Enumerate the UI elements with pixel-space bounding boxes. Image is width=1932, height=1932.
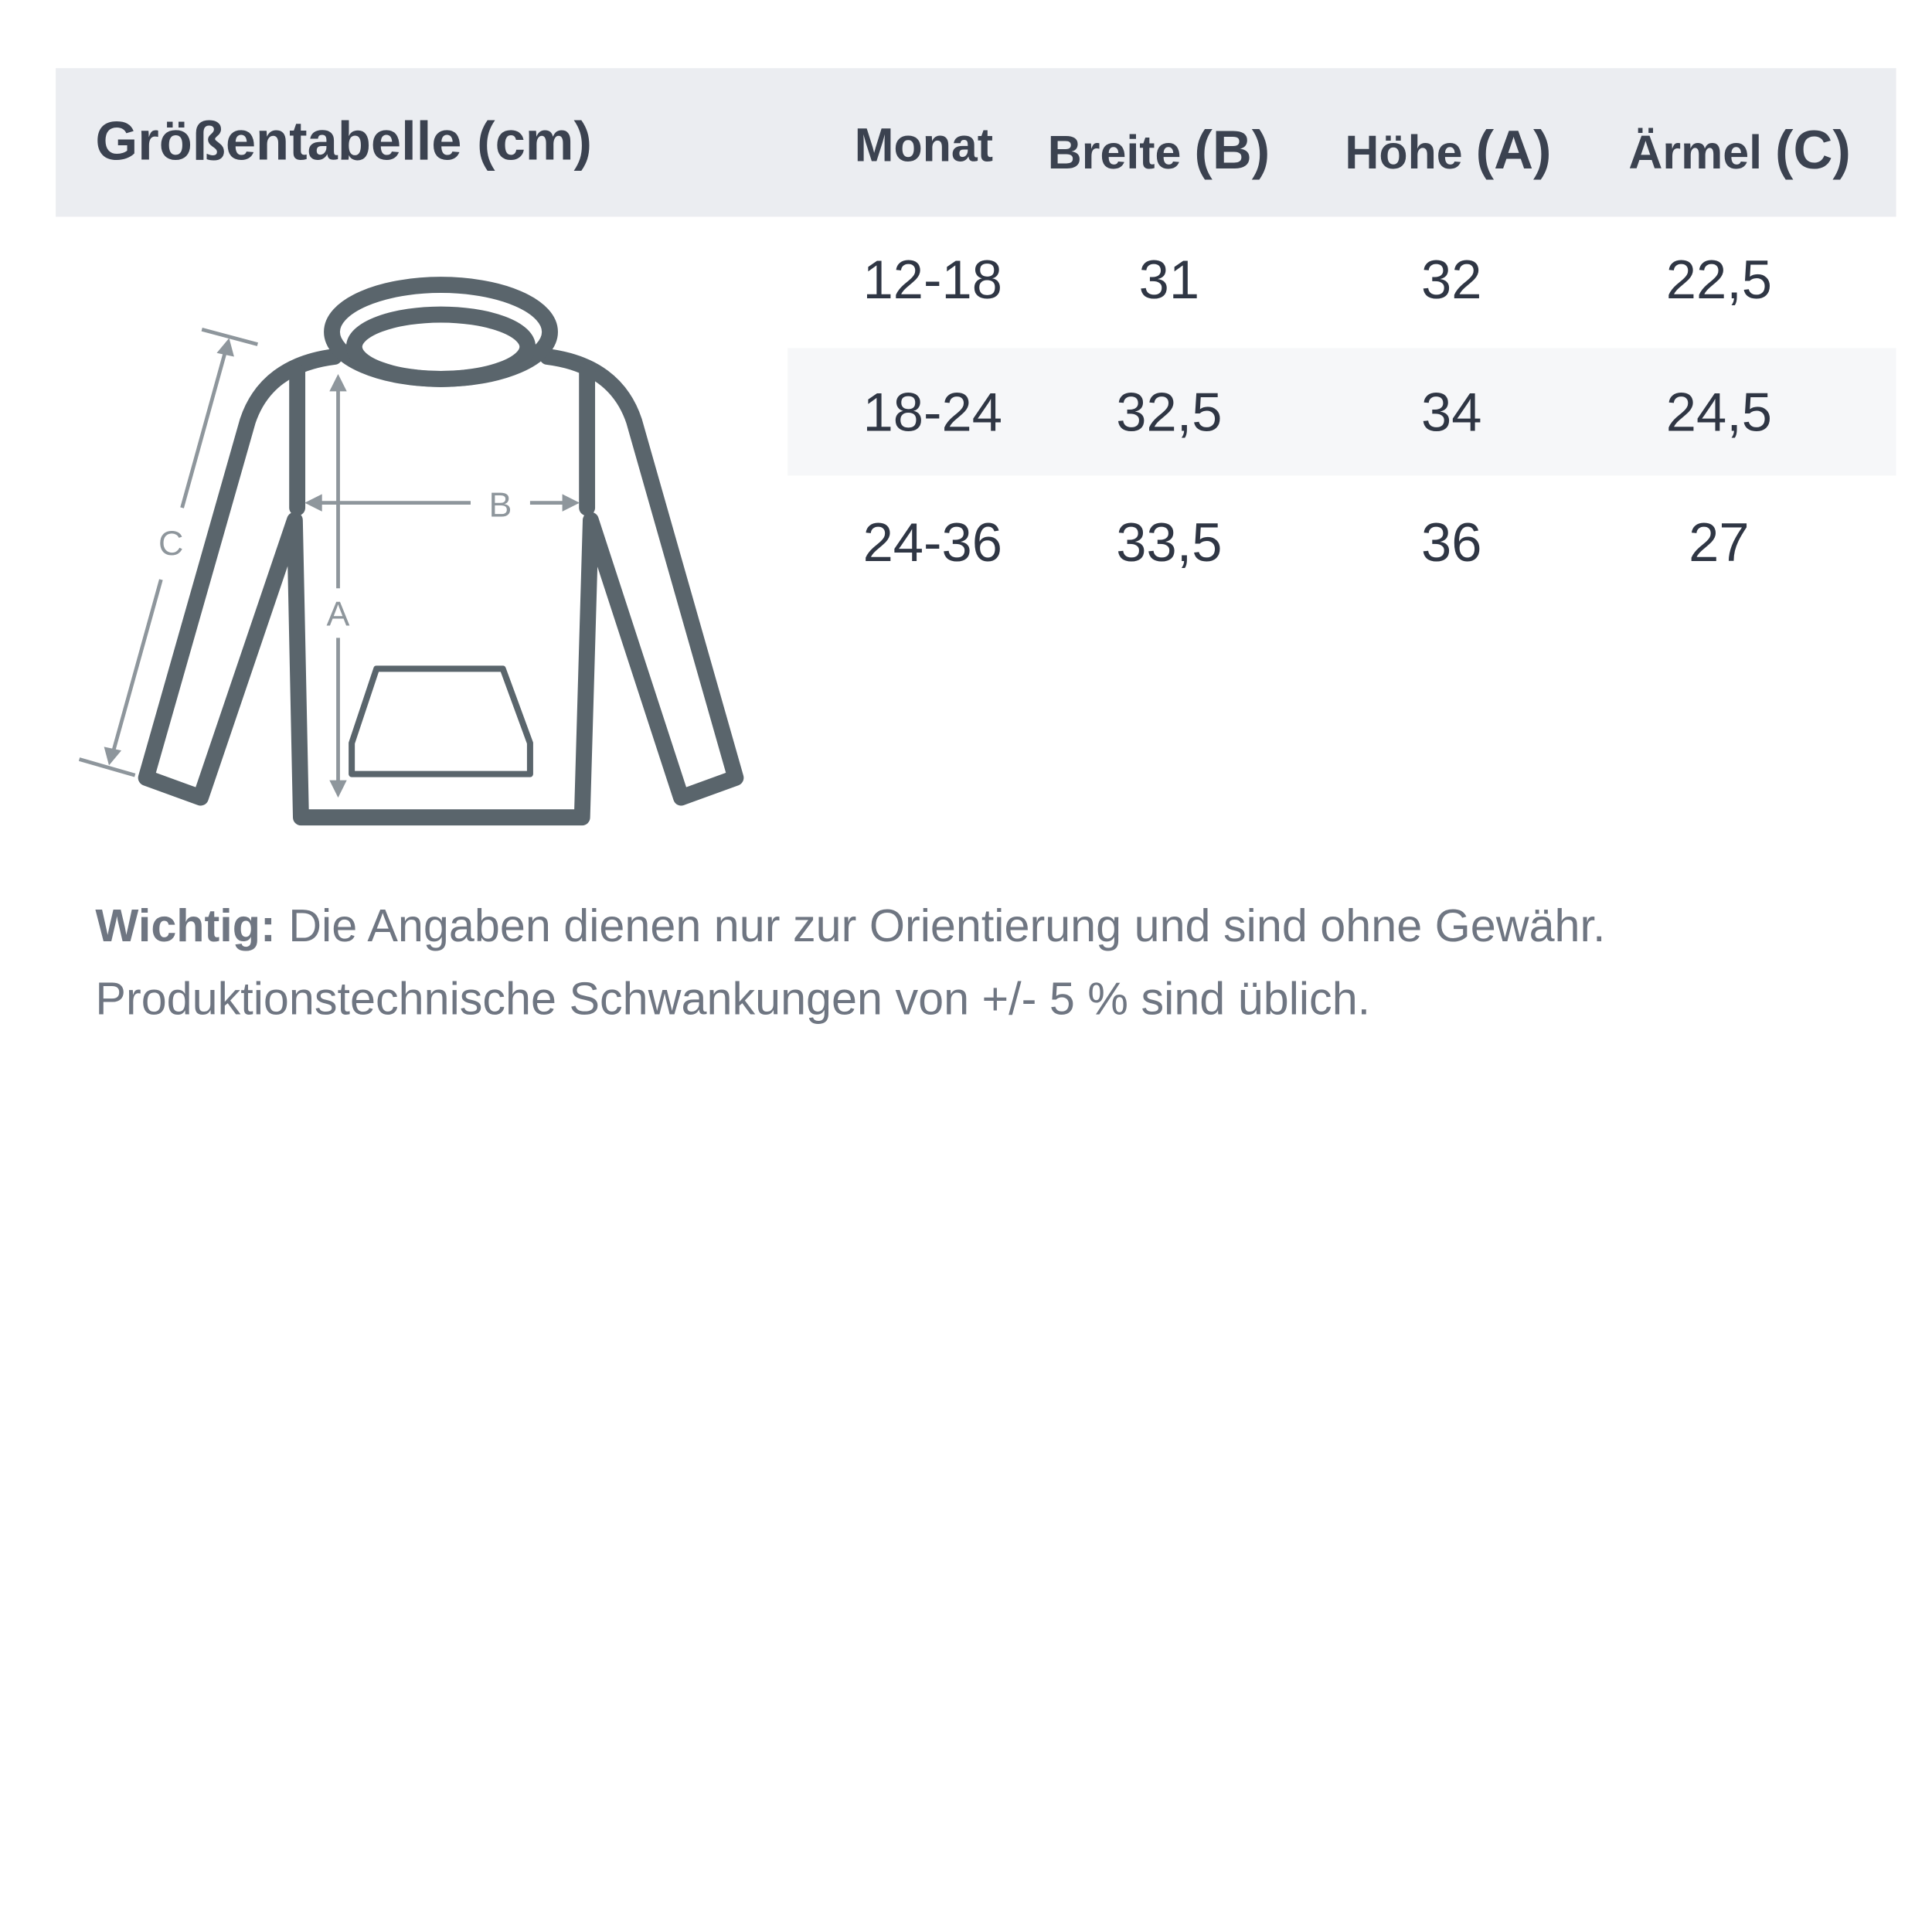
disclaimer-note: Wichtig: Die Angaben dienen nur zur Orie… (95, 889, 1605, 1036)
table-cell: 18-24 (862, 383, 1002, 444)
column-label: Breite (1047, 128, 1182, 180)
column-header-sleeve: Ärmel (C) (1628, 120, 1850, 182)
table-cell: 31 (1138, 250, 1200, 311)
table-cell: 24-36 (862, 512, 1002, 574)
column-header-month: Monat (855, 120, 993, 173)
column-letter: (B) (1194, 120, 1270, 181)
table-header-band (56, 68, 1896, 217)
table-cell: 36 (1421, 512, 1482, 574)
page-title: Größentabelle (cm) (95, 111, 592, 172)
column-label: Ärmel (1628, 128, 1763, 180)
table-cell: 33,5 (1116, 512, 1223, 574)
label-c: C (158, 523, 183, 563)
table-cell: 34 (1421, 383, 1482, 444)
table-cell: 12-18 (862, 250, 1002, 311)
column-label: Höhe (1345, 128, 1463, 180)
table-row-stripe (787, 348, 1896, 476)
table-cell: 24,5 (1665, 383, 1773, 444)
note-line-2: Produktionstechnische Schwankungen von +… (95, 973, 1371, 1025)
note-line-1: Die Angaben dienen nur zur Orientierung … (275, 900, 1606, 951)
note-bold-label: Wichtig: (95, 900, 276, 951)
column-letter: (C) (1774, 120, 1851, 181)
hoodie-measurement-diagram-icon: A B C (78, 277, 744, 826)
column-header-width: Breite (B) (1048, 120, 1270, 182)
column-label: Monat (854, 120, 994, 172)
label-b: B (488, 485, 512, 524)
table-cell: 32,5 (1116, 383, 1223, 444)
table-cell: 32 (1421, 250, 1482, 311)
table-cell: 22,5 (1665, 250, 1773, 311)
table-cell: 27 (1689, 512, 1750, 574)
column-letter: (A) (1475, 120, 1552, 181)
column-header-height: Höhe (A) (1345, 120, 1551, 182)
label-a: A (327, 594, 350, 633)
